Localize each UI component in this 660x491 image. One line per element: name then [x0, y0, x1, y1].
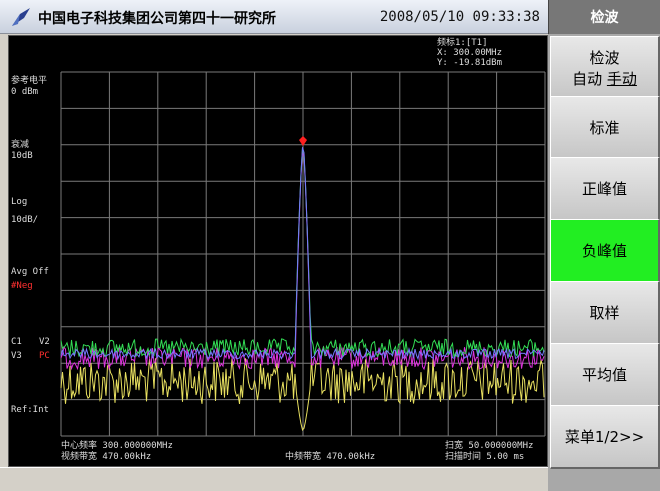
manual-option: 手动	[606, 69, 637, 88]
spectrum-plot	[60, 71, 546, 437]
resolution-bandwidth: 中频带宽 470.00kHz	[285, 452, 376, 462]
average-status: Avg Off	[11, 267, 49, 277]
softkey-label: 菜单1/2>>	[564, 428, 645, 446]
average-button[interactable]: 平均值	[550, 343, 660, 407]
window-title: 中国电子科技集团公司第四十一研究所	[38, 11, 276, 27]
center-frequency: 中心频率 300.000000MHz	[61, 441, 173, 451]
attenuation-value: 10dB	[11, 151, 33, 161]
auto-manual-row: 自动 手动	[572, 68, 637, 89]
datetime-display: 2008/05/10 09:33:38	[379, 9, 540, 25]
marker-y-value: Y: -19.81dBm	[437, 58, 503, 68]
attenuation-label: 衰减	[11, 140, 30, 150]
softkey-label: 检波	[589, 48, 620, 67]
spectrum-display: 频标1:[T1] X: 300.00MHz Y: -19.81dBm 参考电平 …	[8, 35, 548, 467]
softkey-label: 取样	[589, 304, 620, 322]
negative-peak-button[interactable]: 负峰值	[550, 219, 660, 283]
softkey-label: 正峰值	[581, 180, 627, 198]
trace-v2-label: V2	[39, 337, 50, 347]
marker-x-value: X: 300.00MHz	[437, 48, 503, 58]
detector-mode-toggle[interactable]: 检波 自动 手动	[550, 36, 660, 100]
trace-blue	[60, 147, 545, 361]
trace-pc-label: PC	[39, 351, 50, 361]
normal-detector-button[interactable]: 标准	[550, 96, 660, 160]
marker-label: 频标1:[T1]	[437, 38, 488, 48]
marker-icon	[299, 136, 307, 146]
softkey-label: 标准	[589, 119, 620, 137]
span-value: 扫宽 50.000000MHz	[445, 441, 534, 451]
ref-level-value: 0 dBm	[11, 87, 39, 97]
softkey-label: 负峰值	[581, 242, 627, 260]
title-bar: 中国电子科技集团公司第四十一研究所 2008/05/10 09:33:38	[0, 0, 548, 34]
scale-type: Log	[11, 197, 28, 207]
sweep-time: 扫描时间 5.00 ms	[445, 452, 525, 462]
menu-next-page-button[interactable]: 菜单1/2>>	[550, 405, 660, 469]
app-logo-icon	[12, 8, 30, 26]
scale-value: 10dB/	[11, 215, 39, 225]
detector-status: #Neg	[11, 281, 33, 291]
softkey-panel: 检波 检波 自动 手动 标准 正峰值 负峰值 取样 平均值 菜单1/2>>	[548, 0, 660, 491]
positive-peak-button[interactable]: 正峰值	[550, 157, 660, 221]
softkey-label: 平均值	[581, 366, 627, 384]
trace-v3-label: V3	[11, 351, 22, 361]
auto-option: 自动	[572, 69, 603, 88]
trace-yellow	[60, 358, 545, 432]
menu-title: 检波	[548, 0, 660, 34]
video-bandwidth: 视频带宽 470.00kHz	[61, 452, 152, 462]
sample-button[interactable]: 取样	[550, 281, 660, 345]
status-bar	[0, 467, 548, 491]
reference-source: Ref:Int	[11, 405, 49, 415]
trace-c1-label: C1	[11, 337, 22, 347]
ref-level-label: 参考电平	[11, 76, 48, 86]
